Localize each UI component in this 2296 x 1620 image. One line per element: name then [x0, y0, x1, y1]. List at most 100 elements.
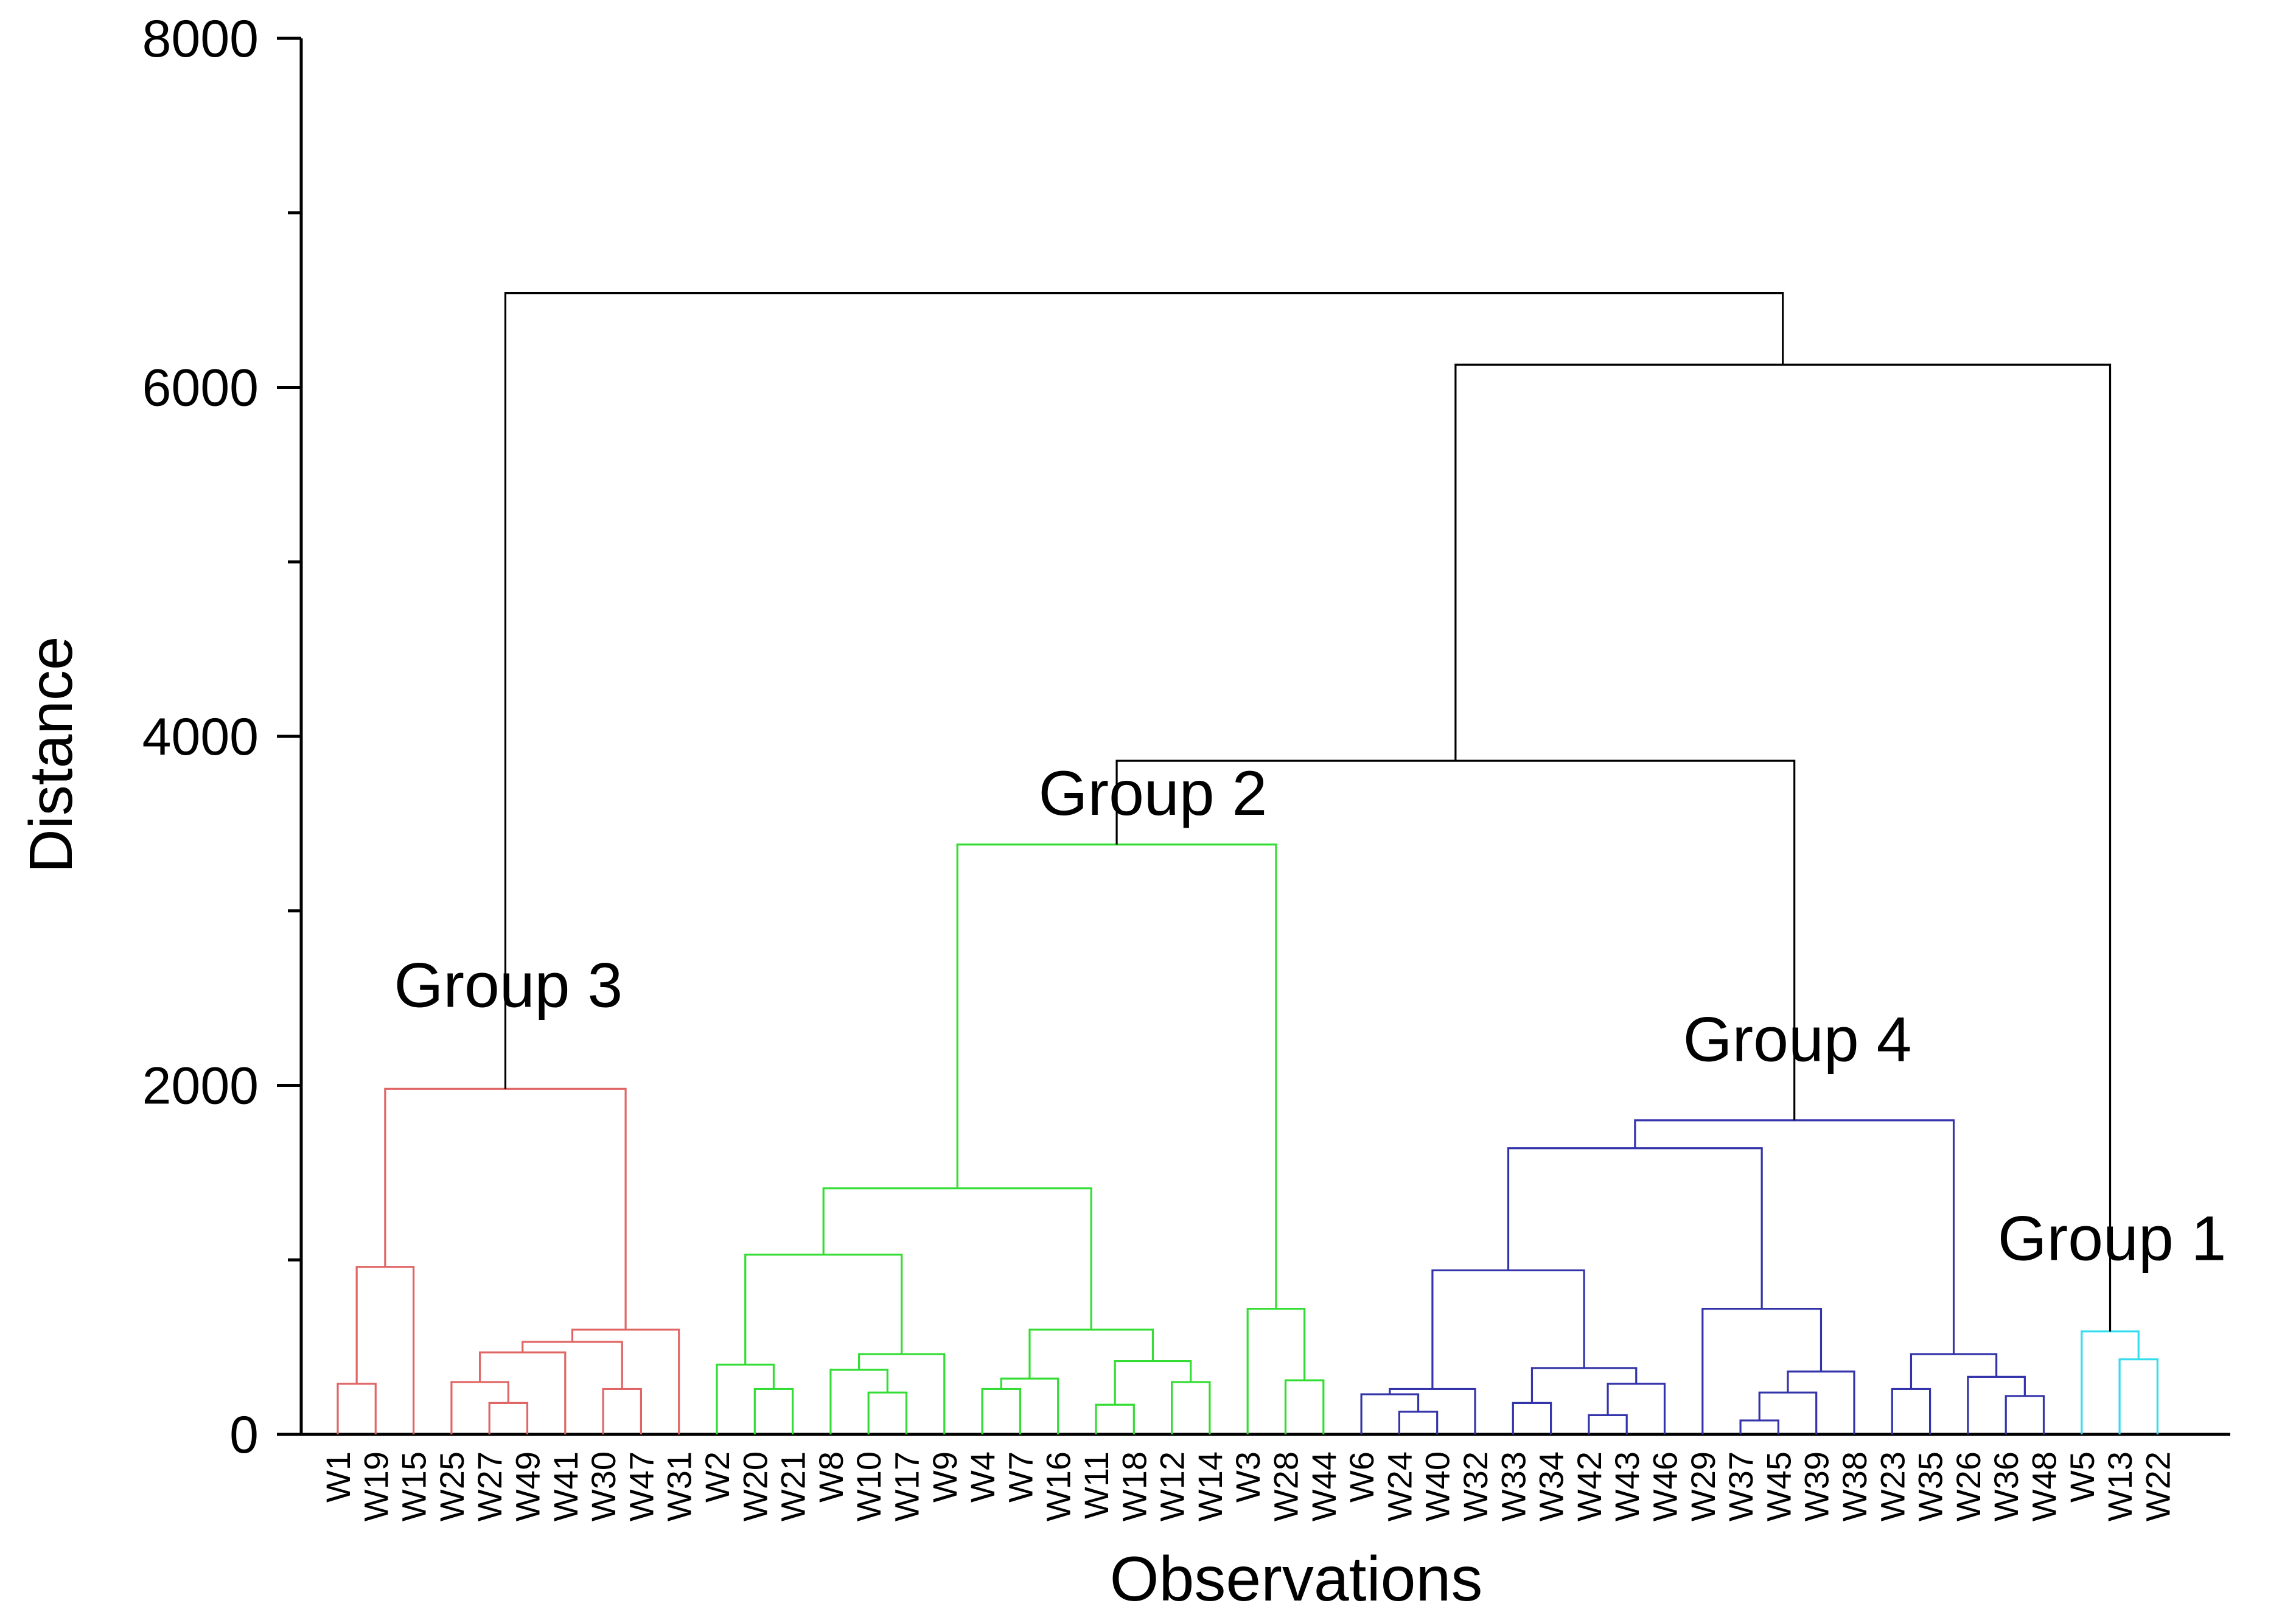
leaf-label-w18: W18 [1115, 1451, 1153, 1521]
cluster-link-g4d [1512, 1402, 1552, 1434]
leaf-label-w20: W20 [736, 1451, 774, 1521]
cluster-link-g3e [479, 1351, 567, 1434]
leaf-label-w19: W19 [357, 1451, 395, 1521]
leaf-label-w30: W30 [584, 1451, 623, 1521]
y-tick-label: 6000 [142, 359, 259, 417]
leaf-label-w47: W47 [622, 1451, 660, 1521]
leaf-label-w13: W13 [2101, 1451, 2139, 1521]
cluster-link-g4b [1360, 1393, 1420, 1434]
leaf-label-w4: W4 [963, 1451, 1002, 1503]
leaf-label-w26: W26 [1949, 1451, 1987, 1521]
leaf-label-w25: W25 [433, 1451, 471, 1521]
cluster-link-g2e [858, 1353, 946, 1434]
y-tick-label: 0 [229, 1406, 259, 1464]
leaf-label-w3: W3 [1229, 1451, 1267, 1503]
leaf-label-w39: W39 [1798, 1451, 1836, 1521]
leaf-label-w15: W15 [395, 1451, 433, 1521]
leaf-label-w49: W49 [509, 1451, 547, 1521]
y-tick-label: 8000 [142, 10, 259, 68]
cluster-link-g1 [2081, 1330, 2140, 1434]
leaf-label-w21: W21 [774, 1451, 812, 1521]
leaf-label-w40: W40 [1418, 1451, 1457, 1521]
cluster-link-g4k [1787, 1370, 1855, 1434]
cluster-link-g2l [1028, 1328, 1154, 1379]
group-labels: Group 3 Group 2 Group 4 Group 1 [394, 758, 2226, 1274]
cluster-link-g4e [1588, 1414, 1628, 1434]
cluster-link-g4q [1910, 1353, 1998, 1389]
cluster-link-g3d [450, 1381, 509, 1434]
cluster-link-g4m [1507, 1147, 1763, 1309]
leaf-label-w5: W5 [2063, 1451, 2101, 1503]
group-label-1: Group 3 [394, 950, 623, 1021]
leaf-label-w34: W34 [1532, 1451, 1571, 1521]
leaf-label-w17: W17 [888, 1451, 926, 1521]
cluster-link-g4i [1739, 1419, 1779, 1434]
leaf-label-w46: W46 [1646, 1451, 1684, 1521]
leaf-label-w35: W35 [1911, 1451, 1950, 1521]
cluster-link-g2 [956, 843, 1277, 1309]
leaf-label-w32: W32 [1456, 1451, 1495, 1521]
cluster-link-m24 [1115, 759, 1796, 1120]
group-label-2: Group 2 [1039, 758, 1268, 829]
cluster-link-g3c [488, 1402, 529, 1434]
cluster-link-g2j [1171, 1381, 1211, 1434]
leaf-label-w14: W14 [1191, 1451, 1229, 1521]
cluster-link-g2h [1000, 1377, 1059, 1434]
y-axis-title: Distance [17, 636, 85, 873]
cluster-link-g3 [384, 1088, 627, 1330]
leaf-label-w42: W42 [1570, 1451, 1608, 1521]
cluster-link-g2c [867, 1391, 908, 1434]
leaf-label-w28: W28 [1267, 1451, 1305, 1521]
group-label-4: Group 1 [1998, 1203, 2227, 1274]
leaf-label-w23: W23 [1873, 1451, 1911, 1521]
y-axis: 0 2000 4000 6000 8000 [142, 10, 303, 1464]
cluster-link-g4n [1891, 1388, 1931, 1434]
cluster-link-g2m [822, 1187, 1092, 1330]
leaf-label-w37: W37 [1722, 1451, 1760, 1521]
cluster-link-g2i [1095, 1403, 1135, 1434]
cluster-link-g3b [355, 1266, 415, 1434]
leaf-label-w9: W9 [926, 1451, 964, 1503]
cluster-link-g2b [716, 1363, 775, 1434]
leaf-label-w16: W16 [1039, 1451, 1078, 1521]
leaf-label-w44: W44 [1305, 1451, 1343, 1521]
leaf-label-w48: W48 [2025, 1451, 2064, 1521]
cluster-link-g4a [1398, 1411, 1439, 1434]
leaf-label-w27: W27 [470, 1451, 509, 1521]
leaf-label-w12: W12 [1153, 1451, 1192, 1521]
leaf-label-w6: W6 [1342, 1451, 1381, 1503]
leaf-label-w2: W2 [698, 1451, 736, 1503]
y-tick-label: 2000 [142, 1057, 259, 1115]
leaf-label-w7: W7 [1001, 1451, 1039, 1503]
cluster-link-g2d [829, 1369, 888, 1434]
cluster-link-g2a [753, 1388, 794, 1434]
cluster-link-g3h [571, 1328, 680, 1434]
cluster-link-g4h [1431, 1269, 1585, 1389]
x-axis-title: Observations [1110, 1544, 1483, 1615]
y-tick-label: 4000 [142, 708, 259, 766]
leaf-label-w24: W24 [1380, 1451, 1418, 1521]
leaf-label-w10: W10 [850, 1451, 888, 1521]
dendrogram-links [337, 292, 2158, 1434]
cluster-link-root [504, 292, 1784, 1089]
cluster-link-g4g [1530, 1367, 1638, 1403]
cluster-link-g2n [1284, 1379, 1325, 1434]
leaf-label-w41: W41 [546, 1451, 585, 1521]
leaf-label-w8: W8 [812, 1451, 850, 1503]
cluster-link-g4c [1389, 1388, 1476, 1434]
leaf-label-w11: W11 [1077, 1451, 1115, 1519]
cluster-link-g3g [522, 1341, 623, 1389]
group-label-3: Group 4 [1683, 1004, 1912, 1075]
cluster-link-g4f [1607, 1383, 1666, 1434]
leaf-label-w38: W38 [1835, 1451, 1874, 1521]
cluster-link-g3f [602, 1388, 642, 1434]
leaf-label-w43: W43 [1608, 1451, 1646, 1521]
cluster-link-g2f [744, 1254, 903, 1365]
cluster-link-g4j [1758, 1391, 1818, 1434]
cluster-link-g3a [337, 1383, 377, 1434]
leaf-labels: W1 W19 W15 W25 W27 W49 W41 W30 W47 W31 W2 W20 W21 W8 W… [319, 1451, 2177, 1521]
cluster-link-g4 [1634, 1119, 1955, 1355]
leaf-label-w22: W22 [2138, 1451, 2177, 1521]
leaf-label-w29: W29 [1684, 1451, 1722, 1521]
